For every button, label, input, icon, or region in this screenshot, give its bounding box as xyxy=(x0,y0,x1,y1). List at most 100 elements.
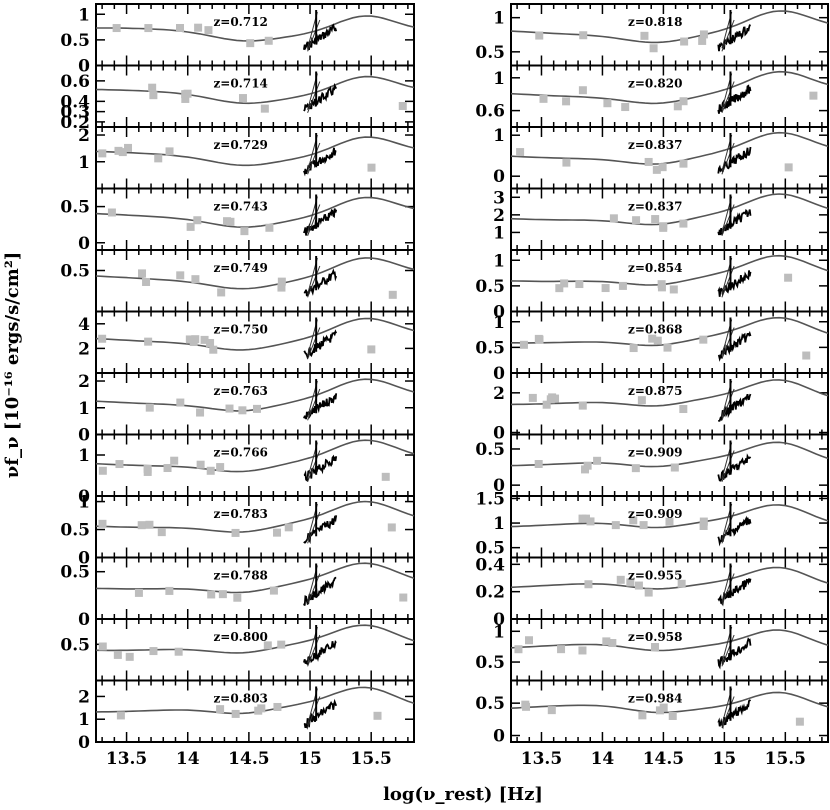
photometry-point xyxy=(118,148,127,157)
x-tick-label: 14.5 xyxy=(643,749,684,769)
photometry-point xyxy=(640,31,649,40)
redshift-label: z=0.909 xyxy=(628,446,682,460)
photometry-point xyxy=(144,337,153,346)
photometry-point xyxy=(655,706,664,715)
y-tick-label: 1 xyxy=(493,313,505,333)
x-tick-label: 15 xyxy=(298,749,322,769)
photometry-point xyxy=(273,702,282,711)
model-line xyxy=(721,204,735,236)
model-line xyxy=(307,327,321,359)
spectrum-line xyxy=(303,268,338,297)
redshift-label: z=0.766 xyxy=(213,446,267,460)
photometry-point xyxy=(784,273,793,282)
photometry-point xyxy=(183,89,192,98)
photometry-point xyxy=(145,403,154,412)
photometry-point xyxy=(149,91,158,100)
redshift-label: z=0.854 xyxy=(628,261,682,275)
photometry-point xyxy=(611,521,620,530)
photometry-point xyxy=(134,588,143,597)
photometry-point xyxy=(231,709,240,718)
y-tick-label: 0 xyxy=(78,57,90,77)
y-tick-label: 0 xyxy=(78,610,90,630)
y-tick-label: 2 xyxy=(78,687,90,707)
photometry-point xyxy=(193,216,202,225)
panel-2-11: 0.5 1 z=0.958 xyxy=(475,618,829,682)
y-tick-label: 0 xyxy=(493,364,505,384)
photometry-point xyxy=(113,650,122,659)
photometry-point xyxy=(233,593,242,602)
y-tick-label: 0.5 xyxy=(60,198,90,218)
y-tick-label: 0 xyxy=(493,167,505,187)
photometry-point xyxy=(784,163,793,172)
photometry-point xyxy=(603,99,612,108)
photometry-point xyxy=(194,23,203,32)
y-tick-label: 0.4 xyxy=(60,92,90,112)
redshift-label: z=0.837 xyxy=(628,138,682,152)
photometry-point xyxy=(699,517,708,526)
panel-2-9: 0.5 1 1.5 z=0.909 xyxy=(475,489,829,559)
photometry-point xyxy=(578,401,587,410)
panel-1-8: 0 1 z=0.766 xyxy=(78,433,415,507)
model-line xyxy=(307,450,321,482)
photometry-point xyxy=(524,636,533,645)
y-tick-label: 0.6 xyxy=(475,102,505,122)
photometry-point xyxy=(670,463,679,472)
panel-frame xyxy=(95,64,415,128)
y-tick-label: 3 xyxy=(493,188,505,208)
photometry-point xyxy=(663,343,672,352)
panel-1-2: 0.20.30.40.6 z=0.714 xyxy=(60,64,415,133)
photometry-point xyxy=(638,711,647,720)
y-tick-label: 1 xyxy=(78,710,90,730)
y-tick-label: 2 xyxy=(493,384,505,404)
y-tick-label: 1 xyxy=(78,399,90,419)
model-line xyxy=(721,142,735,175)
redshift-label: z=0.820 xyxy=(628,77,682,91)
photometry-point xyxy=(621,103,630,112)
photometry-point xyxy=(207,590,216,599)
photometry-point xyxy=(398,101,407,110)
y-tick-label: 1 xyxy=(78,5,90,25)
x-tick-label: 13.5 xyxy=(521,749,562,769)
photometry-point xyxy=(373,711,382,720)
photometry-point xyxy=(679,97,688,106)
panel-2-2: 0.6 1 z=0.820 xyxy=(475,64,829,128)
photometry-point xyxy=(269,586,278,595)
photometry-point xyxy=(191,335,200,344)
panel-frame xyxy=(510,679,829,743)
redshift-label: z=0.868 xyxy=(628,323,682,337)
panel-frame xyxy=(95,3,415,67)
photometry-point xyxy=(112,24,121,33)
y-tick-label: 1 xyxy=(493,622,505,642)
photometry-point xyxy=(535,335,544,344)
redshift-label: z=0.788 xyxy=(213,569,267,583)
y-tick-label: 0 xyxy=(493,610,505,630)
y-tick-label: 2 xyxy=(493,206,505,226)
photometry-point xyxy=(260,104,269,113)
photometry-point xyxy=(238,94,247,103)
redshift-label: z=0.837 xyxy=(628,200,682,214)
photometry-point xyxy=(367,163,376,172)
y-tick-label: 0.5 xyxy=(475,694,505,714)
spectrum-line xyxy=(303,329,338,360)
panel-2-1: 0.5 1 z=0.818 xyxy=(475,3,829,67)
photometry-point xyxy=(665,517,674,526)
photometry-point xyxy=(649,44,658,53)
photometry-point xyxy=(698,36,707,45)
photometry-point xyxy=(555,284,564,293)
model-line xyxy=(307,81,321,113)
photometry-point xyxy=(98,149,107,158)
photometry-point xyxy=(209,345,218,354)
spectrum-line xyxy=(717,146,752,174)
photometry-point xyxy=(186,222,195,231)
model-line xyxy=(721,19,735,52)
y-tick-label: 0.5 xyxy=(60,635,90,655)
photometry-point xyxy=(387,523,396,532)
photometry-point xyxy=(98,642,107,651)
model-line xyxy=(721,450,735,482)
photometry-point xyxy=(648,334,657,343)
redshift-label: z=0.750 xyxy=(213,323,267,337)
photometry-point xyxy=(669,285,678,294)
model-line xyxy=(307,142,321,175)
model-line xyxy=(721,696,735,728)
photometry-point xyxy=(216,463,225,472)
